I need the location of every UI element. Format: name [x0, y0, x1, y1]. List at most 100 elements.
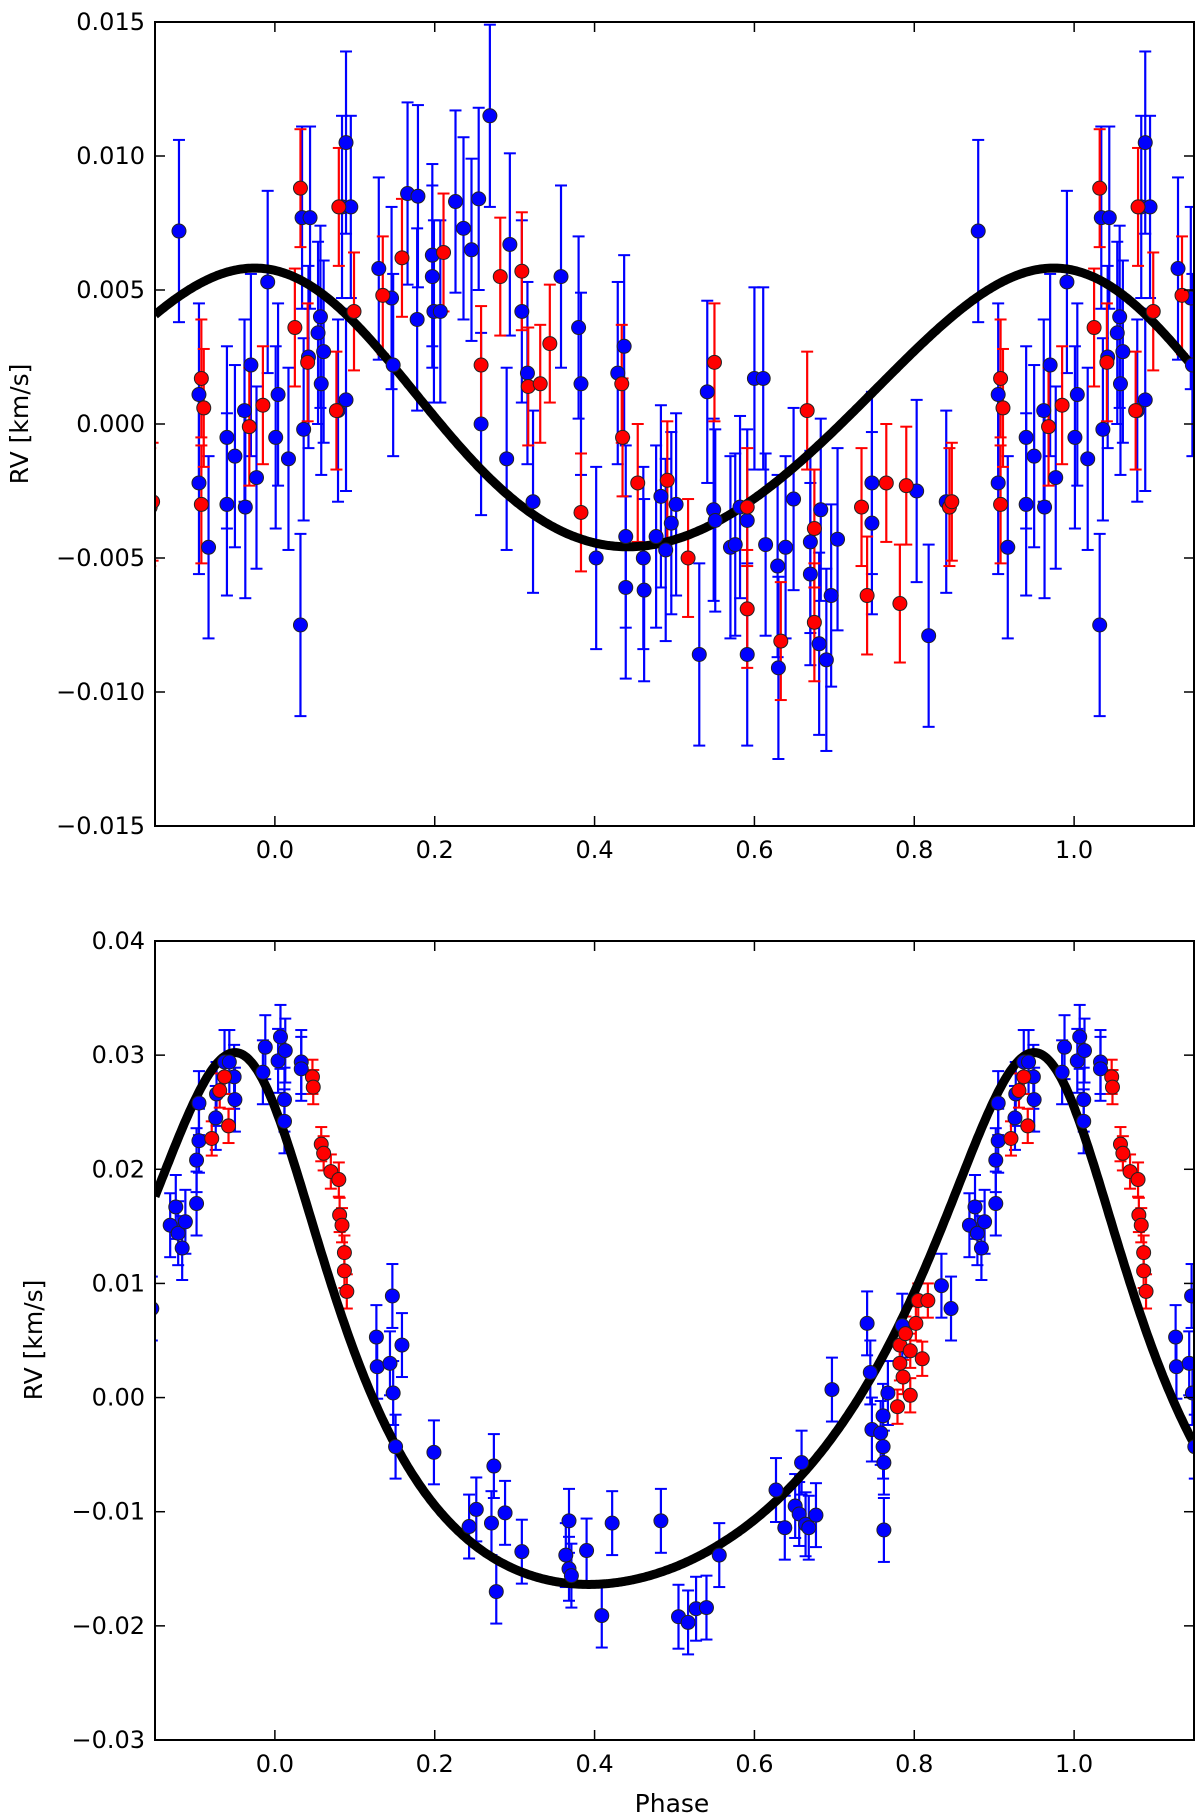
data-point-blue: [461, 1519, 477, 1535]
data-point-blue: [270, 387, 286, 403]
data-point-red: [331, 199, 347, 215]
data-point-blue: [219, 429, 235, 445]
data-point-blue: [707, 512, 723, 528]
data-point-blue: [739, 646, 755, 662]
data-point-red: [1011, 1083, 1027, 1099]
data-point-blue: [1184, 357, 1194, 373]
data-point-blue: [1054, 1064, 1070, 1080]
x-tick-label: 0.2: [416, 1750, 454, 1778]
data-point-blue: [699, 384, 715, 400]
data-point-red: [806, 614, 822, 630]
data-point-blue: [770, 558, 786, 574]
data-point-red: [1104, 1079, 1120, 1095]
data-point-blue: [368, 1329, 384, 1345]
data-point-blue: [191, 475, 207, 491]
data-point-red: [1054, 397, 1070, 413]
data-point-blue: [990, 387, 1006, 403]
data-point-blue: [635, 550, 651, 566]
data-point-red: [1136, 1245, 1152, 1261]
x-tick-label: 0.0: [256, 836, 294, 864]
data-point-blue: [808, 1507, 824, 1523]
data-point-blue: [384, 1288, 400, 1304]
data-point-blue: [1112, 376, 1128, 392]
y-tick-label: 0.04: [92, 927, 145, 955]
data-point-blue: [1184, 1385, 1194, 1401]
data-point-blue: [316, 344, 332, 360]
data-point-red: [1193, 255, 1194, 260]
data-point-red: [212, 1083, 228, 1099]
data-point-blue: [296, 421, 312, 437]
data-point-blue: [488, 1584, 504, 1600]
top-y-axis-label: RV [km/s]: [5, 364, 34, 485]
data-point-blue: [873, 1425, 889, 1441]
data-point-blue: [1168, 1359, 1184, 1375]
y-tick-label: 0.00: [92, 1384, 145, 1412]
data-point-blue: [1026, 448, 1042, 464]
data-point-blue: [1037, 499, 1053, 515]
data-point-blue: [208, 1110, 224, 1126]
data-point-blue: [970, 223, 986, 239]
data-point-blue: [691, 646, 707, 662]
data-point-red: [614, 376, 630, 392]
axes-frame: [154, 940, 1195, 1741]
data-point-blue: [292, 617, 308, 633]
data-point-red: [1130, 1172, 1146, 1188]
y-tick-label: −0.015: [56, 812, 145, 840]
data-point-blue: [1059, 274, 1075, 290]
data-point-blue: [255, 1064, 271, 1080]
data-point-red: [241, 419, 257, 435]
data-point-red: [799, 403, 815, 419]
data-point-blue: [1092, 1061, 1108, 1077]
data-point-blue: [859, 1315, 875, 1331]
data-point-blue: [653, 488, 669, 504]
data-point-blue: [293, 1061, 309, 1077]
data-point-blue: [943, 1301, 959, 1317]
data-point-blue: [830, 531, 846, 547]
data-point-blue: [171, 223, 187, 239]
data-point-blue: [933, 1278, 949, 1294]
y-tick-label: −0.010: [56, 678, 145, 706]
data-point-blue: [1095, 421, 1111, 437]
data-point-red: [892, 596, 908, 612]
data-point-blue: [1092, 617, 1108, 633]
data-point-blue: [249, 470, 265, 486]
data-point-blue: [1168, 1329, 1184, 1345]
data-point-blue: [990, 1133, 1006, 1149]
data-point-blue: [191, 387, 207, 403]
data-point-red: [1174, 287, 1190, 303]
data-point-red: [902, 1387, 918, 1403]
data-point-blue: [875, 1408, 891, 1424]
data-point-red: [993, 370, 1009, 386]
data-point-blue: [1000, 539, 1016, 555]
data-point-blue: [636, 582, 652, 598]
data-point-blue: [663, 515, 679, 531]
data-point-blue: [473, 416, 489, 432]
data-point-blue: [468, 1501, 484, 1517]
data-point-red: [287, 320, 303, 336]
data-point-blue: [270, 1053, 286, 1069]
data-point-red: [659, 472, 675, 488]
data-point-blue: [276, 1092, 292, 1108]
data-point-blue: [385, 357, 401, 373]
data-point-blue: [755, 370, 771, 386]
data-point-blue: [227, 448, 243, 464]
data-point-red: [898, 478, 914, 494]
data-point-blue: [1018, 496, 1034, 512]
data-point-blue: [573, 376, 589, 392]
data-point-red: [336, 1263, 352, 1279]
data-point-blue: [257, 1039, 273, 1055]
data-point-blue: [921, 628, 937, 644]
error-bar: [155, 441, 159, 562]
data-point-blue: [338, 392, 354, 408]
data-point-blue: [1048, 470, 1064, 486]
data-point-blue: [382, 1355, 398, 1371]
data-point-blue: [818, 652, 834, 668]
x-tick-label: 0.8: [895, 836, 933, 864]
data-point-blue: [739, 512, 755, 528]
data-point-blue: [1069, 1053, 1085, 1069]
x-tick-label: 0.2: [416, 836, 454, 864]
data-point-red: [339, 1283, 355, 1299]
data-point-blue: [802, 534, 818, 550]
data-point-blue: [658, 542, 674, 558]
data-point-red: [255, 397, 271, 413]
